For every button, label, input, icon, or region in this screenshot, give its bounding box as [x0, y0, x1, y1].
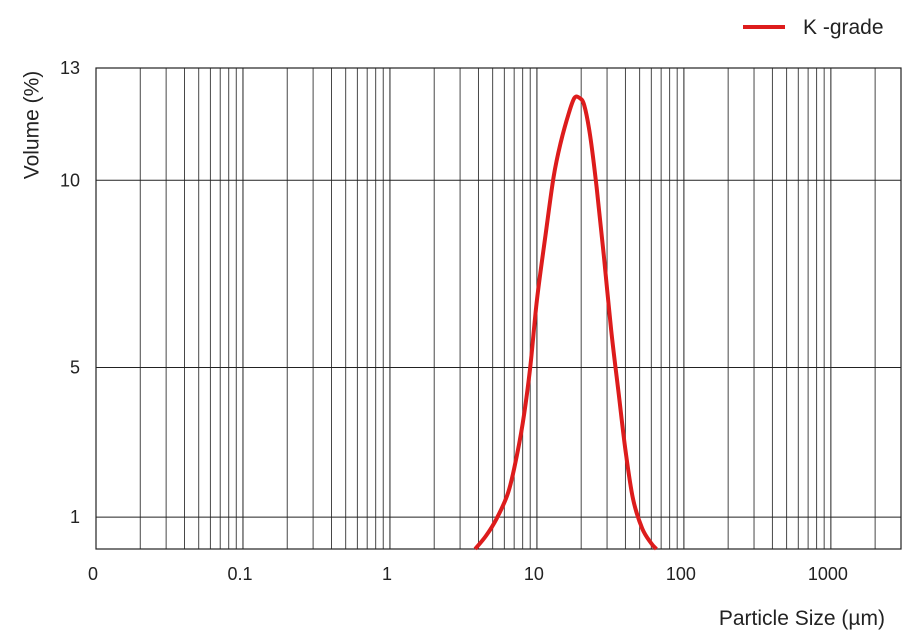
x-tick-label: 100	[666, 564, 696, 584]
x-tick-label: 10	[524, 564, 544, 584]
y-tick-label: 1	[70, 507, 80, 527]
y-tick-labels: 1 5 10 13	[60, 58, 80, 527]
legend: K -grade	[743, 16, 884, 39]
minor-gridlines	[139, 68, 876, 549]
legend-label: K -grade	[803, 16, 884, 39]
y-axis-title: Volume (%)	[21, 71, 44, 180]
x-tick-labels: 0 0.1 1 10 100 1000	[88, 564, 848, 584]
y-tick-label: 5	[70, 357, 80, 377]
series-line	[473, 94, 658, 551]
x-tick-label: 0	[88, 564, 98, 584]
plot-area-frame	[95, 67, 902, 550]
series-layer	[473, 94, 658, 551]
x-axis-title: Particle Size (µm)	[719, 607, 885, 630]
x-tick-label: 1000	[808, 564, 848, 584]
x-tick-label: 1	[382, 564, 392, 584]
y-tick-label: 13	[60, 58, 80, 78]
major-gridlines	[95, 67, 901, 549]
y-tick-label: 10	[60, 170, 80, 190]
x-tick-label: 0.1	[227, 564, 252, 584]
